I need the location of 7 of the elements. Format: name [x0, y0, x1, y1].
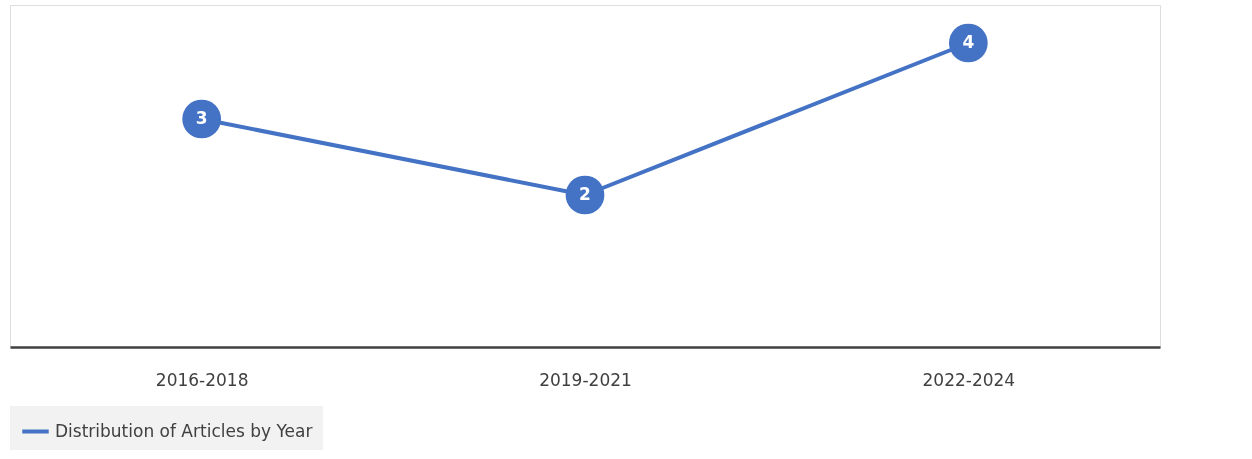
x-tick-label: 2016-2018 — [155, 369, 249, 390]
x-tick-label: 2022-2024 — [922, 369, 1016, 390]
x-tick-label: 2019-2021 — [539, 369, 632, 390]
data-label: 2 — [579, 184, 591, 204]
legend-label: Distribution of Articles by Year — [55, 420, 313, 441]
data-label: 4 — [962, 32, 975, 52]
data-label: 3 — [195, 108, 208, 128]
